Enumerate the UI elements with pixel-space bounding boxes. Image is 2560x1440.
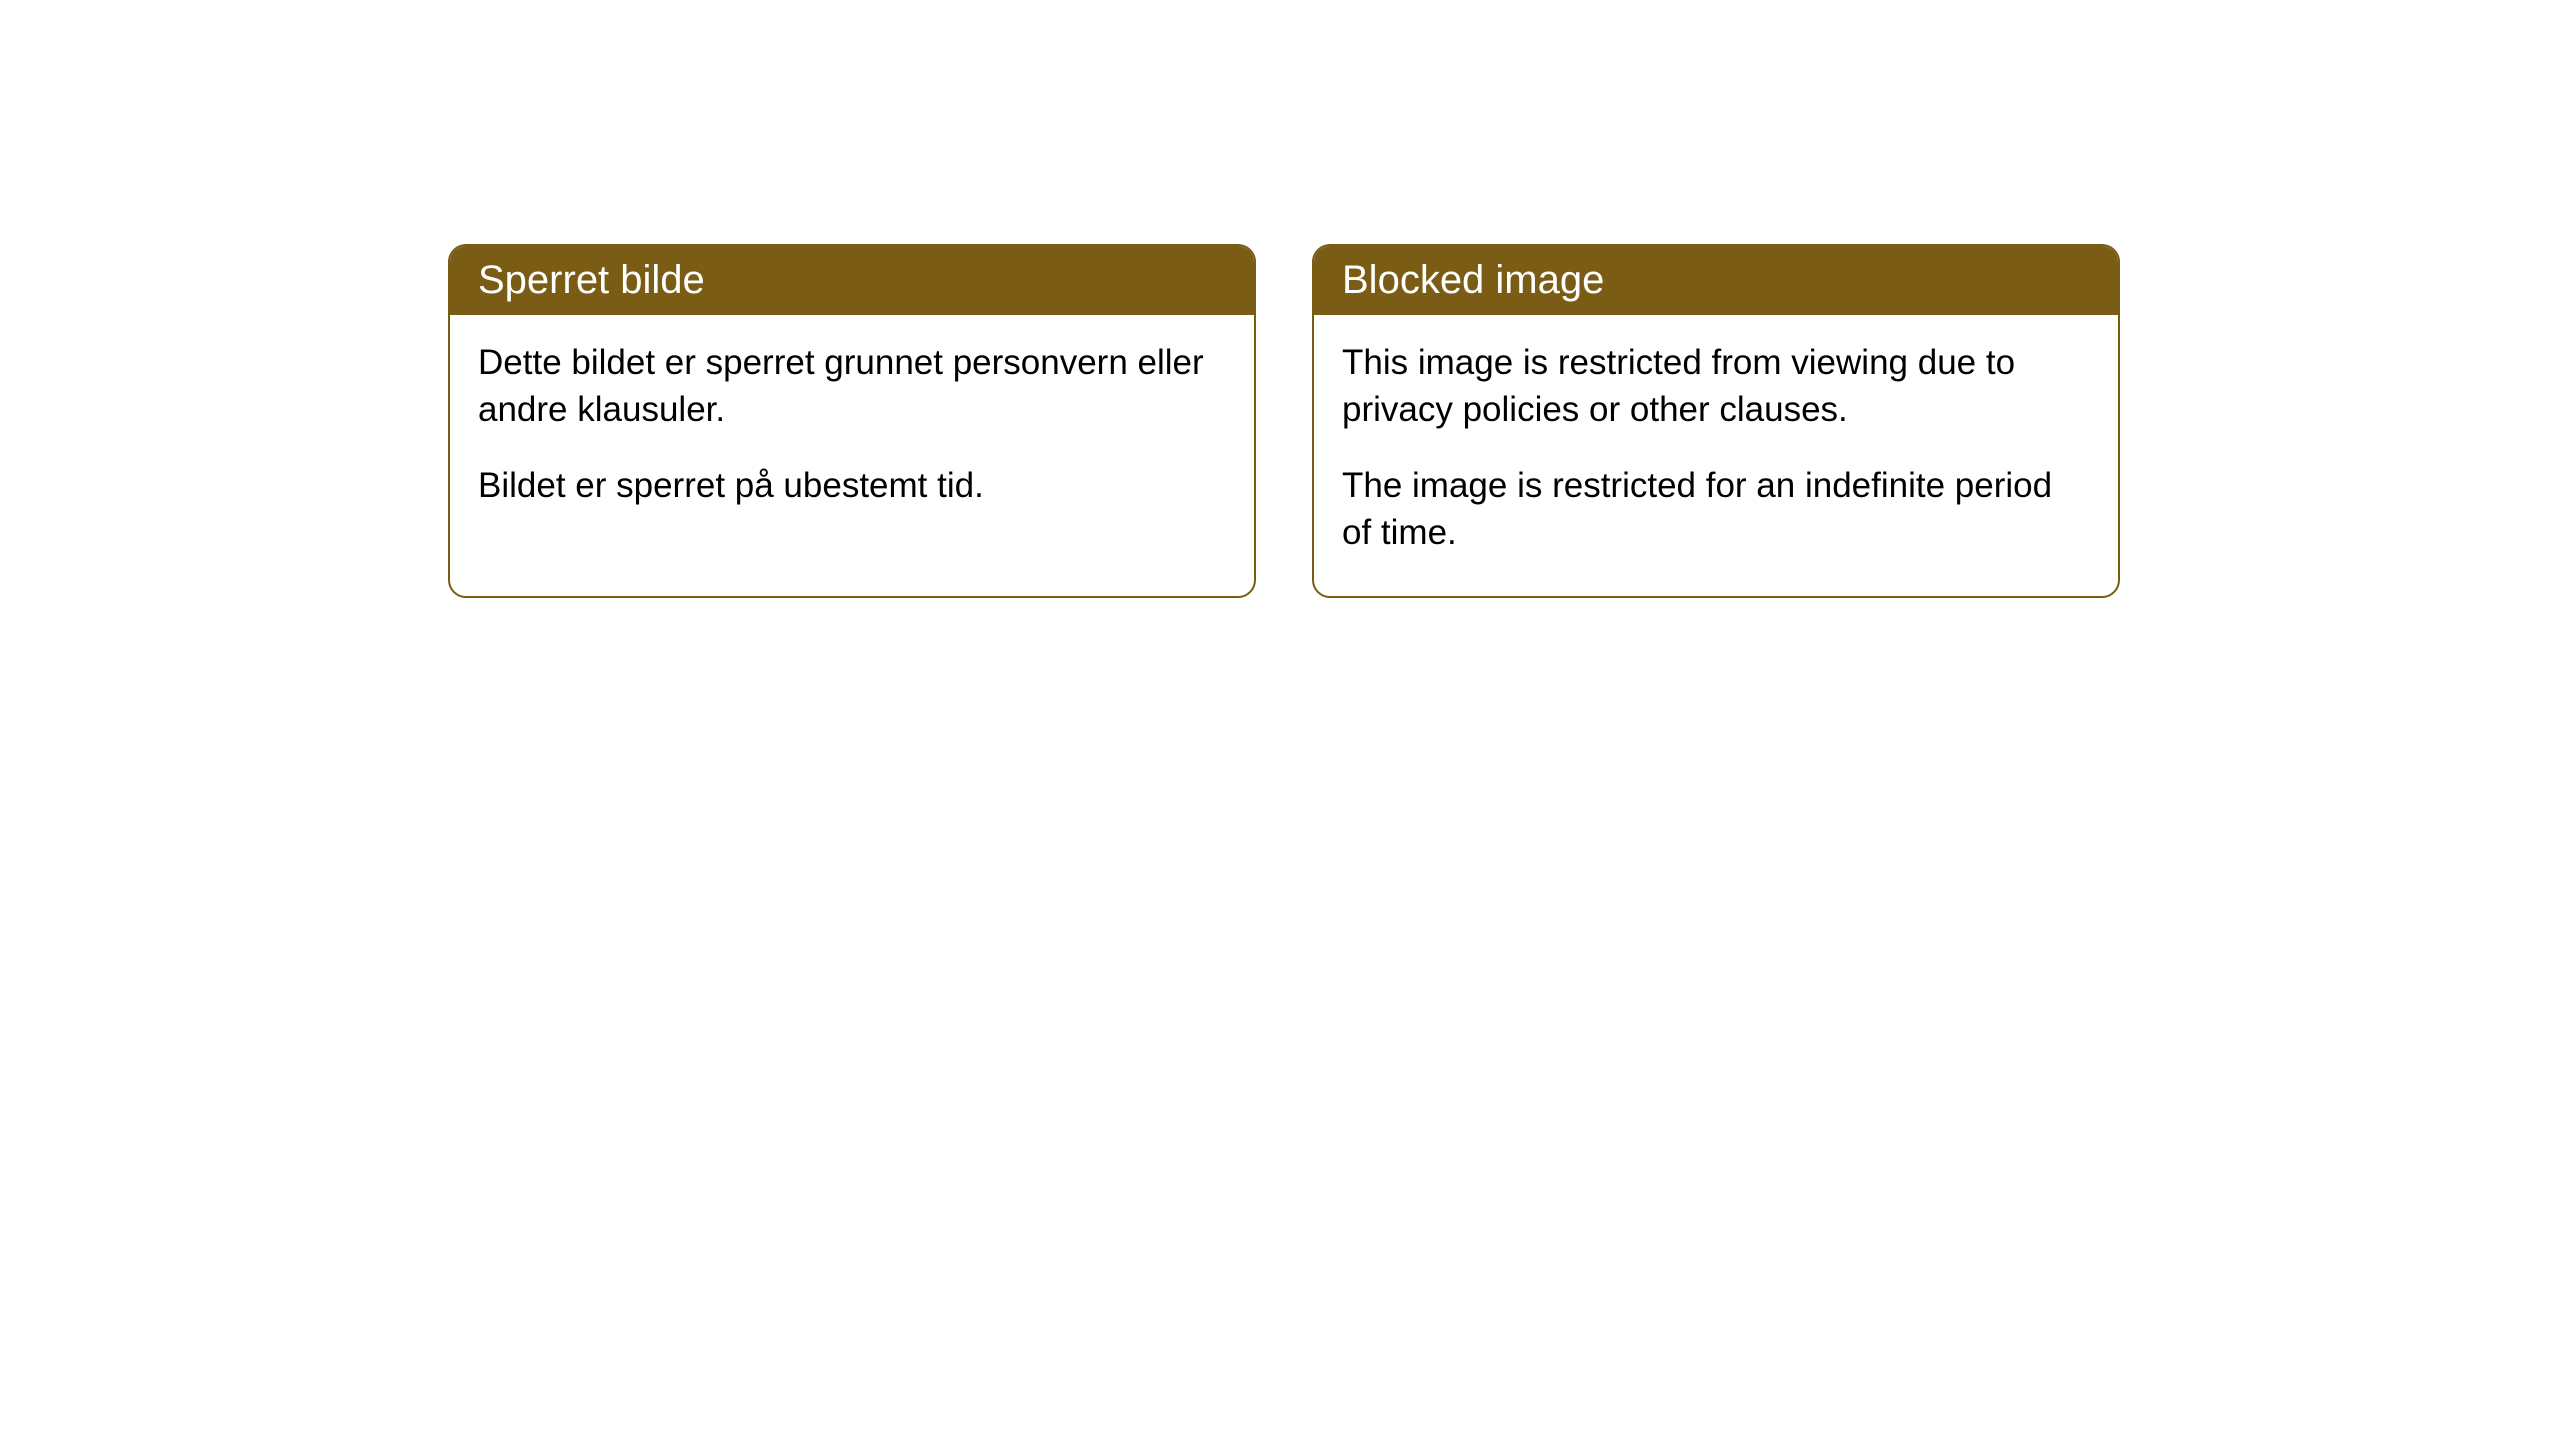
card-title: Sperret bilde — [478, 258, 705, 302]
card-title: Blocked image — [1342, 258, 1604, 302]
card-paragraph: Bildet er sperret på ubestemt tid. — [478, 462, 1226, 509]
card-paragraph: Dette bildet er sperret grunnet personve… — [478, 339, 1226, 434]
card-paragraph: The image is restricted for an indefinit… — [1342, 462, 2090, 557]
notice-card-norwegian: Sperret bilde Dette bildet er sperret gr… — [448, 244, 1256, 598]
card-body: Dette bildet er sperret grunnet personve… — [450, 315, 1254, 549]
card-header: Sperret bilde — [450, 246, 1254, 315]
card-header: Blocked image — [1314, 246, 2118, 315]
card-body: This image is restricted from viewing du… — [1314, 315, 2118, 596]
cards-container: Sperret bilde Dette bildet er sperret gr… — [448, 244, 2120, 598]
card-paragraph: This image is restricted from viewing du… — [1342, 339, 2090, 434]
notice-card-english: Blocked image This image is restricted f… — [1312, 244, 2120, 598]
